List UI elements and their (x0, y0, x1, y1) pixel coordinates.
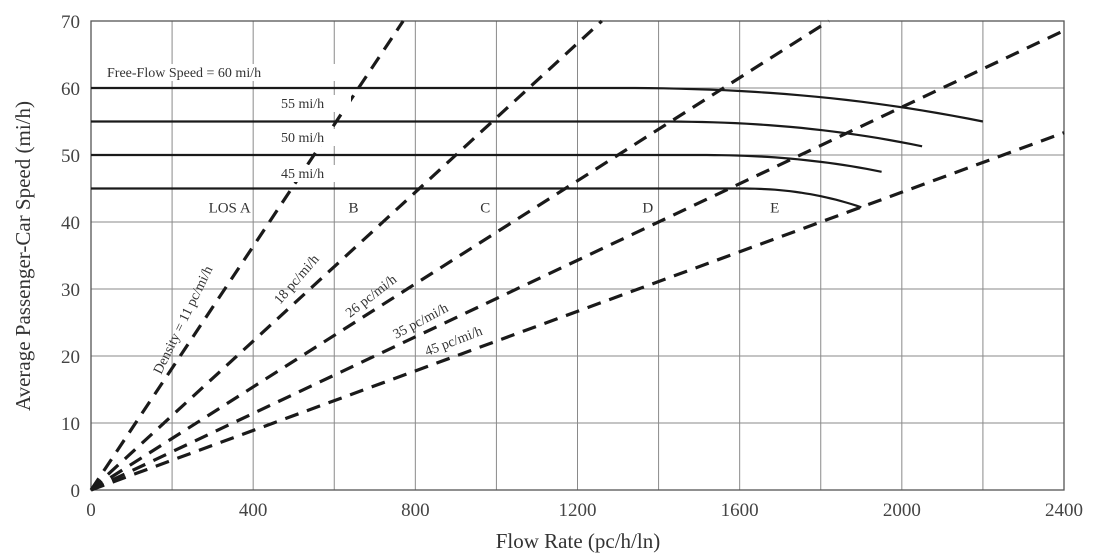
speed-flow-curve (91, 120, 923, 148)
los-label: LOS A (209, 201, 251, 217)
plot-frame (90, 20, 1065, 491)
speed-curve-label: 50 mi/h (281, 131, 324, 146)
x-tick-label: 400 (239, 500, 268, 521)
x-axis-title: Flow Rate (pc/h/ln) (496, 529, 660, 553)
density-line-label: Density = 11 pc/mi/h (151, 264, 216, 377)
density-line (90, 29, 1065, 492)
y-tick-label: 20 (61, 347, 80, 368)
density-line (89, 20, 405, 491)
density-line-label: 35 pc/mi/h (391, 301, 451, 343)
los-label: B (348, 201, 358, 217)
x-tick-label: 2000 (883, 500, 921, 521)
speed-flow-curves (91, 86, 984, 209)
y-tick-label: 30 (61, 280, 80, 301)
speed-flow-curve (91, 86, 984, 123)
density-lines (89, 19, 1065, 492)
annotations: Free-Flow Speed = 60 mi/h 55 mi/h 50 mi/h 4… (104, 64, 779, 377)
x-tick-label: 0 (86, 500, 96, 521)
density-line-label: 26 pc/mi/h (343, 272, 400, 321)
y-tick-label: 10 (61, 414, 80, 435)
y-tick-label: 70 (61, 12, 80, 33)
x-tick-label: 1600 (721, 500, 759, 521)
density-line (90, 131, 1065, 492)
y-tick-label: 40 (61, 213, 80, 234)
density-line (89, 19, 603, 492)
y-tick-label: 60 (61, 79, 80, 100)
speed-label-background (104, 64, 349, 81)
speed-label-background (278, 95, 351, 112)
speed-curve-label: 45 mi/h (281, 167, 324, 182)
speed-label-background (278, 129, 351, 146)
tick-labels: 0 400 800 1200 1600 2000 2400 0 10 20 30 40 50 60 70 (61, 12, 1083, 521)
speed-curve-label: Free-Flow Speed = 60 mi/h (107, 66, 261, 81)
los-label: D (642, 201, 653, 217)
los-label: E (770, 201, 779, 217)
x-tick-label: 1200 (559, 500, 597, 521)
speed-flow-curve (91, 153, 882, 173)
los-label: C (480, 201, 490, 217)
speed-curve-label: 55 mi/h (281, 97, 324, 112)
speed-flow-curve (91, 187, 862, 209)
y-tick-label: 0 (71, 481, 81, 502)
speed-label-background (278, 165, 351, 182)
y-tick-label: 50 (61, 146, 80, 167)
density-line (90, 19, 830, 492)
x-tick-label: 2400 (1045, 500, 1083, 521)
y-axis-title: Average Passenger-Car Speed (mi/h) (11, 101, 35, 411)
x-tick-label: 800 (401, 500, 430, 521)
